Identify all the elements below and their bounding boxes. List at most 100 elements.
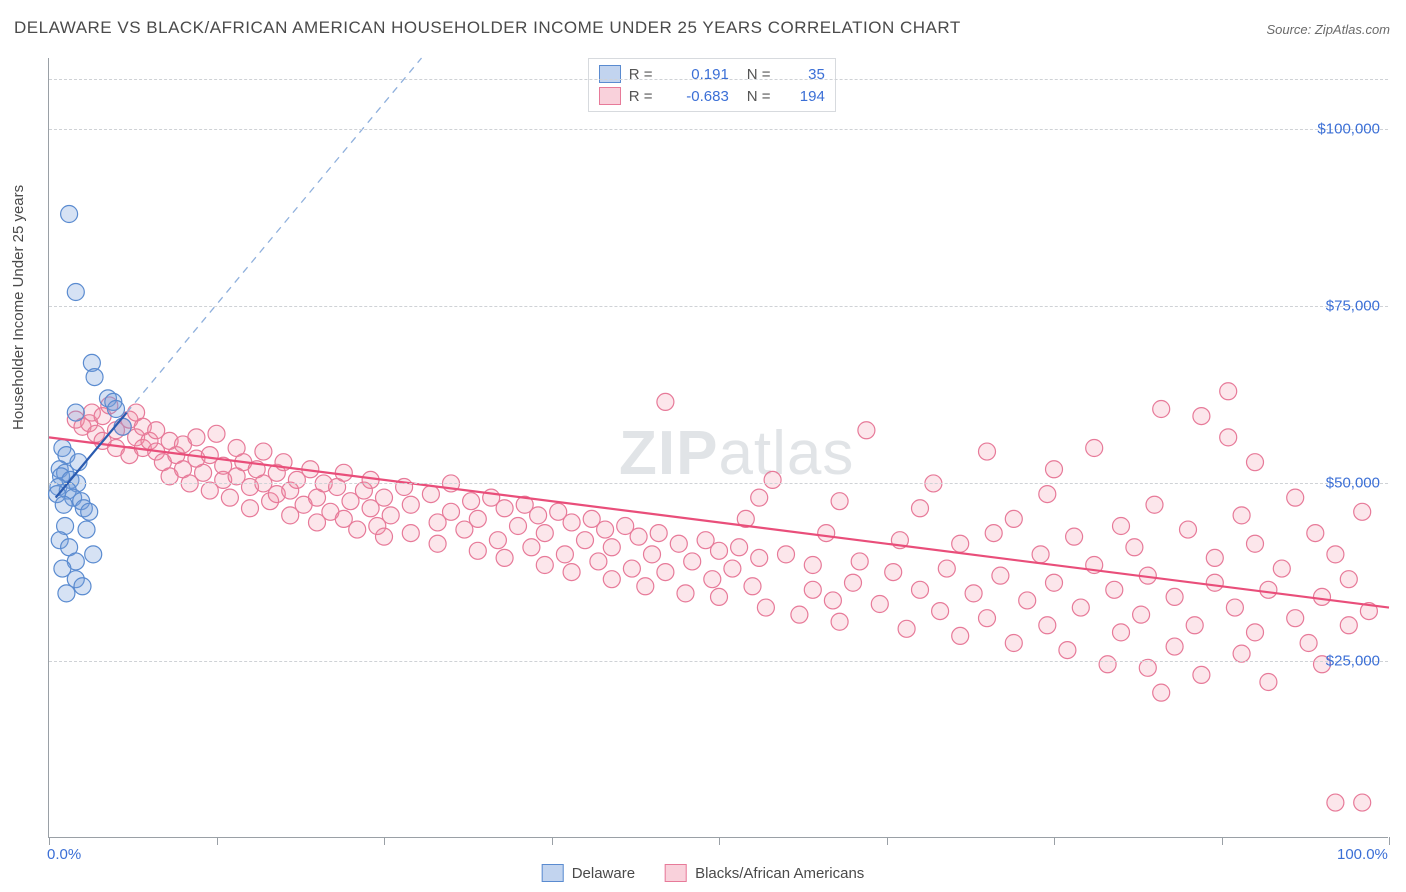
data-point: [1005, 635, 1022, 652]
data-point: [1046, 574, 1063, 591]
x-tick: [1054, 837, 1055, 845]
data-point: [778, 546, 795, 563]
data-point: [831, 613, 848, 630]
legend-row: R = -0.683 N = 194: [599, 85, 825, 107]
data-point: [1066, 528, 1083, 545]
data-point: [1106, 581, 1123, 598]
data-point: [376, 489, 393, 506]
data-point: [74, 578, 91, 595]
data-point: [791, 606, 808, 623]
data-point: [711, 542, 728, 559]
x-tick: [217, 837, 218, 845]
data-point: [1327, 546, 1344, 563]
chart-svg: [49, 58, 1388, 837]
data-point: [744, 578, 761, 595]
data-point: [1233, 507, 1250, 524]
r-label: R =: [629, 88, 663, 105]
data-point: [422, 486, 439, 503]
data-point: [630, 528, 647, 545]
gridline: [49, 306, 1388, 307]
data-point: [402, 525, 419, 542]
data-point: [1193, 666, 1210, 683]
data-point: [108, 401, 125, 418]
data-point: [1166, 638, 1183, 655]
data-point: [61, 206, 78, 223]
legend-row: R =0.191N =35: [599, 63, 825, 85]
data-point: [376, 528, 393, 545]
data-point: [349, 521, 366, 538]
x-tick: [719, 837, 720, 845]
data-point: [530, 507, 547, 524]
data-point: [657, 393, 674, 410]
data-point: [463, 493, 480, 510]
data-point: [1153, 684, 1170, 701]
data-point: [1113, 518, 1130, 535]
legend-swatch: [599, 87, 621, 105]
r-value: -0.683: [671, 88, 729, 105]
data-point: [845, 574, 862, 591]
data-point: [764, 471, 781, 488]
n-label: N =: [747, 88, 781, 105]
x-tick: [887, 837, 888, 845]
data-point: [1126, 539, 1143, 556]
data-point: [195, 464, 212, 481]
x-tick: [1389, 837, 1390, 845]
data-point: [858, 422, 875, 439]
data-point: [804, 557, 821, 574]
data-point: [86, 369, 103, 386]
data-point: [824, 592, 841, 609]
data-point: [724, 560, 741, 577]
data-point: [443, 503, 460, 520]
data-point: [650, 525, 667, 542]
data-point: [536, 557, 553, 574]
data-point: [731, 539, 748, 556]
gridline: [49, 661, 1388, 662]
data-point: [255, 443, 272, 460]
data-point: [1247, 454, 1264, 471]
data-point: [1086, 440, 1103, 457]
legend-swatch: [542, 864, 564, 882]
data-point: [1180, 521, 1197, 538]
data-point: [1354, 503, 1371, 520]
data-point: [81, 503, 98, 520]
data-point: [1340, 617, 1357, 634]
legend-label: Blacks/African Americans: [695, 865, 864, 882]
data-point: [603, 539, 620, 556]
data-point: [1340, 571, 1357, 588]
data-point: [751, 489, 768, 506]
data-point: [1247, 535, 1264, 552]
data-point: [1247, 624, 1264, 641]
data-point: [670, 535, 687, 552]
data-point: [1186, 617, 1203, 634]
data-point: [603, 571, 620, 588]
data-point: [563, 564, 580, 581]
x-tick-label: 100.0%: [1337, 846, 1388, 863]
data-point: [1300, 635, 1317, 652]
data-point: [751, 549, 768, 566]
data-point: [1220, 429, 1237, 446]
legend-item: Blacks/African Americans: [665, 864, 864, 882]
data-point: [1287, 610, 1304, 627]
data-point: [1233, 645, 1250, 662]
y-tick-label: $100,000: [1317, 120, 1380, 137]
x-tick-label: 0.0%: [47, 846, 81, 863]
data-point: [1260, 581, 1277, 598]
data-point: [67, 284, 84, 301]
data-point: [556, 546, 573, 563]
n-value: 194: [789, 88, 825, 105]
data-point: [1273, 560, 1290, 577]
data-point: [597, 521, 614, 538]
trendline-blue-extrapolated: [127, 58, 422, 413]
data-point: [1166, 588, 1183, 605]
data-point: [757, 599, 774, 616]
x-tick: [49, 837, 50, 845]
data-point: [78, 521, 95, 538]
data-point: [1153, 401, 1170, 418]
y-tick-label: $25,000: [1326, 652, 1380, 669]
legend-label: Delaware: [572, 865, 635, 882]
data-point: [208, 425, 225, 442]
data-point: [402, 496, 419, 513]
data-point: [804, 581, 821, 598]
data-point: [952, 535, 969, 552]
data-point: [623, 560, 640, 577]
